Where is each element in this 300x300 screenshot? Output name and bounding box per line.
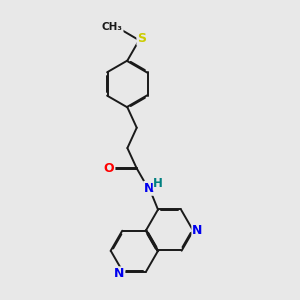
Text: H: H xyxy=(153,177,163,190)
Text: N: N xyxy=(144,182,154,195)
Text: O: O xyxy=(104,162,114,175)
Text: N: N xyxy=(192,224,203,237)
Text: S: S xyxy=(137,32,146,45)
Text: CH₃: CH₃ xyxy=(102,22,123,32)
Text: N: N xyxy=(114,267,124,280)
